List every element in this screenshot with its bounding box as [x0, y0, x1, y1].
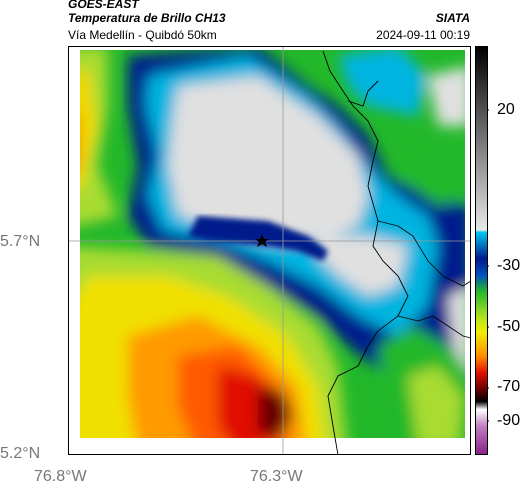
municipal-border-south	[397, 315, 471, 339]
colorbar-tick-minus70: -70	[497, 378, 521, 395]
river-line	[347, 80, 379, 107]
colorbar-tick-20: 20	[497, 101, 515, 118]
timestamp: 2024-09-11 00:19	[376, 28, 470, 42]
organization-label: SIATA	[435, 11, 470, 25]
latitude-label-5.2: 5.2°N	[0, 445, 41, 462]
colorbar-tick-minus30: -30	[497, 257, 521, 274]
longitude-label-76.8: 76.8°W	[34, 468, 87, 485]
colorbar-tick-minus90: -90	[497, 412, 521, 429]
cloud-field	[80, 50, 465, 438]
municipal-border	[377, 220, 471, 287]
star-marker	[255, 234, 269, 247]
latitude-label-5.7: 5.7°N	[0, 233, 41, 250]
brightness-temperature-map	[68, 46, 471, 455]
map-frame	[68, 46, 471, 455]
longitude-label-76.3: 76.3°W	[250, 468, 303, 485]
satellite-title: GOES-EAST	[68, 0, 139, 11]
temperature-colorbar	[475, 46, 489, 455]
department-border	[322, 50, 409, 455]
colorbar-tick-minus50: -50	[497, 318, 521, 335]
region-subtitle: Vía Medellín - Quibdó 50km	[68, 28, 217, 42]
product-title: Temperatura de Brillo CH13	[68, 11, 226, 25]
